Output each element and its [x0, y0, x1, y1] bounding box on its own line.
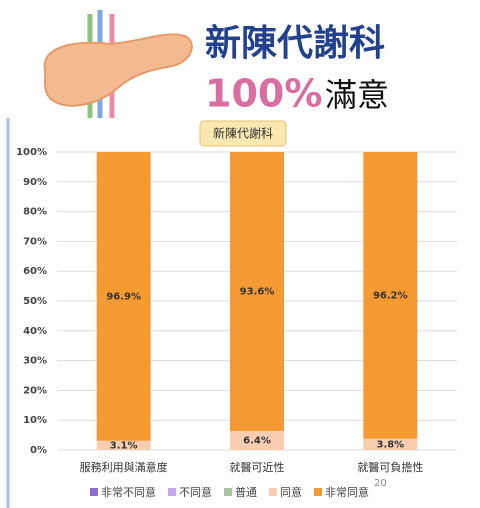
value-label: 96.9% [106, 291, 141, 302]
page-number: 20 [374, 478, 387, 489]
heading-subtitle: 滿意 [325, 76, 389, 114]
value-label: 93.6% [240, 286, 275, 297]
x-tick-label: 就醫可近性 [230, 460, 285, 474]
legend-label: 非常同意 [325, 485, 369, 499]
legend-label: 不同意 [179, 485, 212, 499]
legend-swatch [269, 488, 277, 496]
y-tick-label: 90% [23, 177, 47, 188]
value-label: 3.1% [110, 440, 138, 451]
y-tick-label: 40% [23, 326, 47, 337]
slide: 新陳代謝科 100% 滿意 新陳代謝科 20 0% 10% 20% 30% 40% 50%… [0, 0, 480, 508]
y-tick-label: 70% [23, 236, 47, 247]
x-tick-label: 就醫可負擔性 [357, 460, 423, 474]
y-tick-label: 20% [23, 385, 47, 396]
value-label: 6.4% [243, 435, 271, 446]
legend-swatch [90, 488, 98, 496]
legend-swatch [314, 488, 322, 496]
value-label: 3.8% [376, 439, 404, 450]
y-tick-label: 10% [23, 415, 47, 426]
x-tick-label: 服務利用與滿意度 [80, 460, 168, 474]
heading-title: 新陳代謝科 [205, 23, 385, 64]
legend-swatch [168, 488, 176, 496]
legend-swatch [224, 488, 232, 496]
legend-label: 非常不同意 [101, 485, 156, 499]
value-label: 96.2% [373, 290, 408, 301]
y-tick-label: 30% [23, 356, 47, 367]
y-tick-label: 100% [16, 147, 47, 158]
heading-highlight: 100% [205, 72, 322, 116]
legend-label: 同意 [280, 485, 302, 499]
y-tick-label: 80% [23, 207, 47, 218]
pancreas-illustration [45, 10, 192, 118]
y-tick-label: 50% [23, 296, 47, 307]
chart-title: 新陳代謝科 [213, 126, 273, 141]
legend-label: 普通 [235, 485, 257, 499]
y-tick-label: 60% [23, 266, 47, 277]
y-tick-label: 0% [30, 445, 47, 456]
